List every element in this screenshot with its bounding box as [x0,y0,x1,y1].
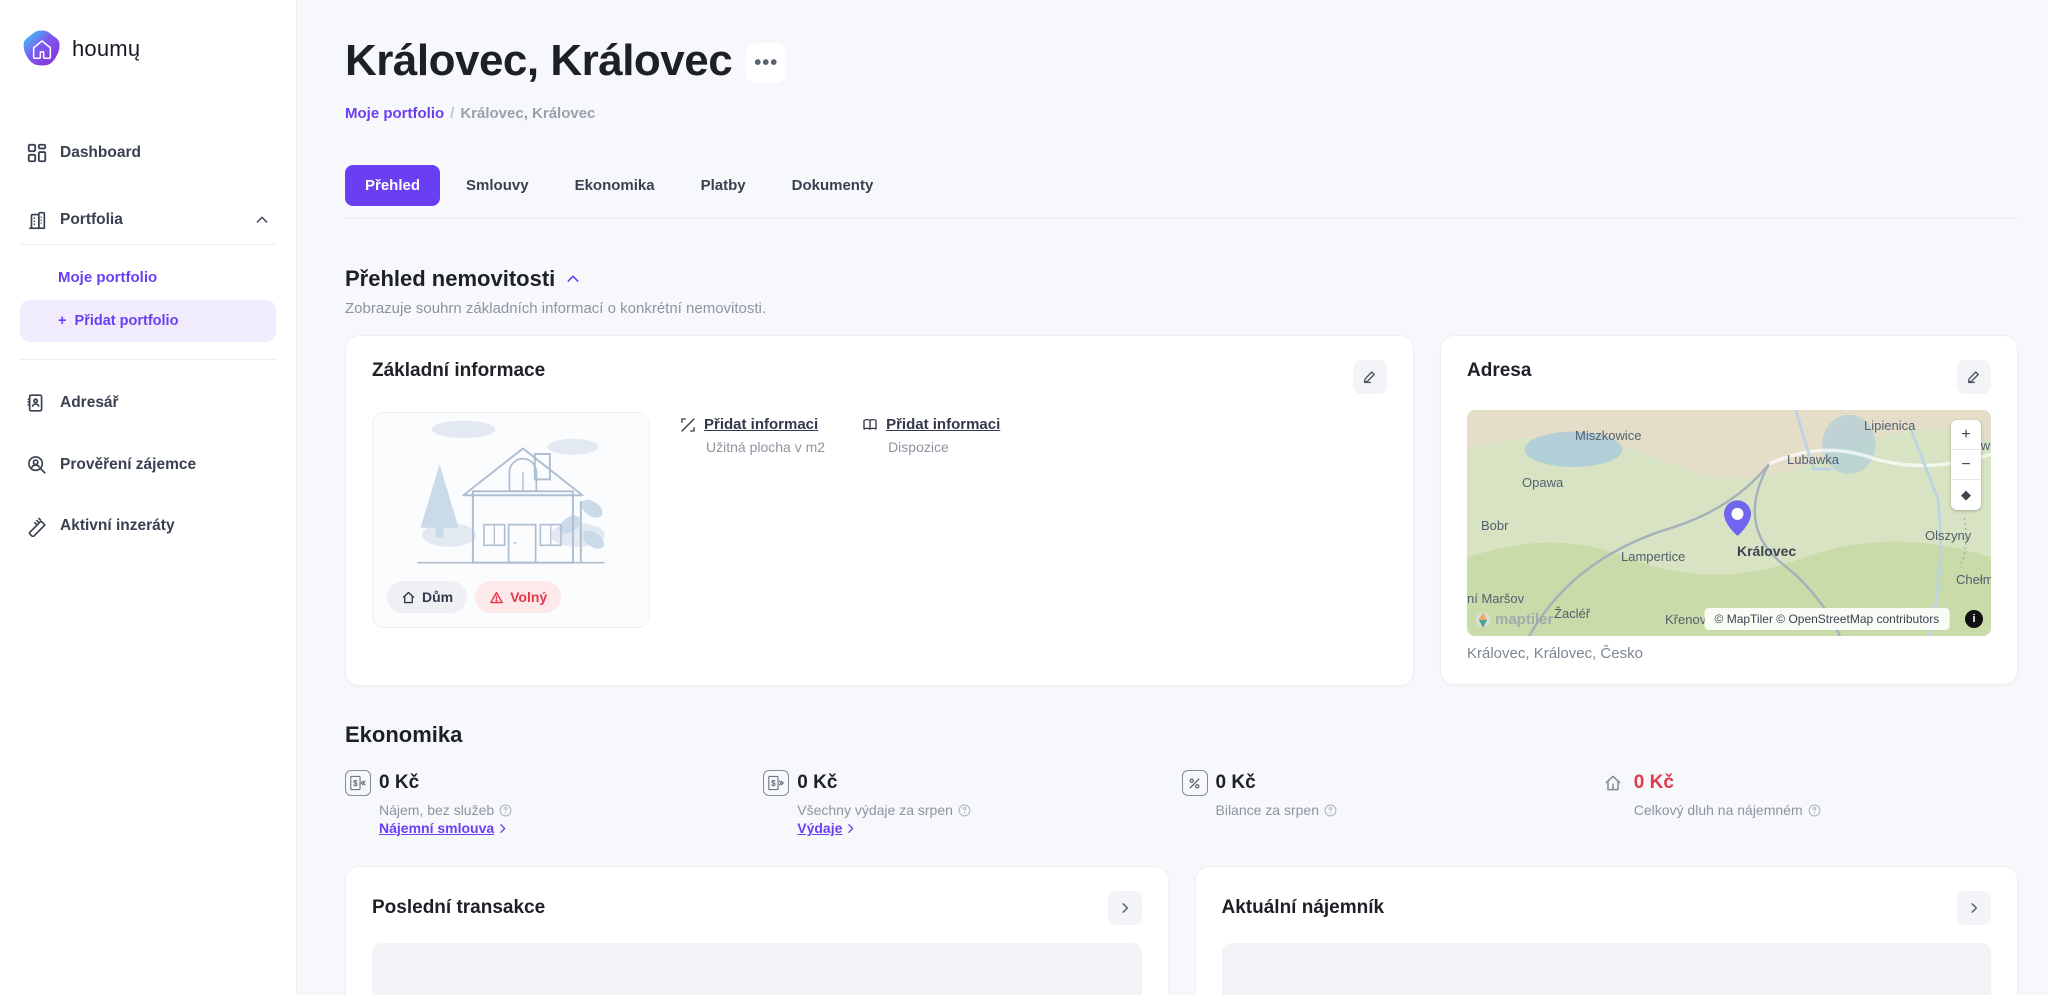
svg-text:$: $ [771,779,776,788]
svg-text:$: $ [353,779,358,788]
